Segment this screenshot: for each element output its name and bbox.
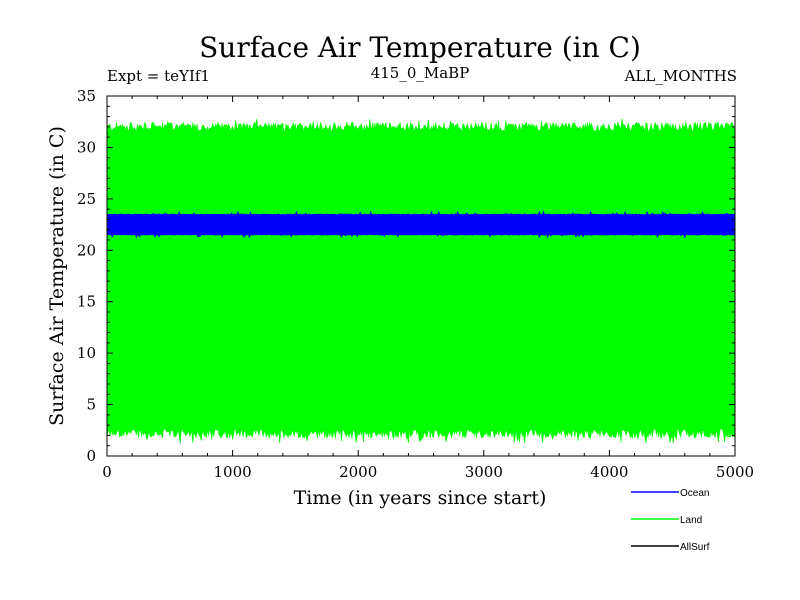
x-tick-label: 0 xyxy=(102,463,112,481)
legend-label-ocean: Ocean xyxy=(680,488,709,499)
x-axis-label: Time (in years since start) xyxy=(294,487,547,509)
y-tick-label: 25 xyxy=(77,190,96,208)
y-tick-label: 30 xyxy=(77,138,96,156)
subtitle-right: ALL_MONTHS xyxy=(624,67,737,85)
y-tick-label: 35 xyxy=(77,87,96,105)
y-tick-label: 10 xyxy=(77,344,96,362)
series-ocean-trace xyxy=(106,210,736,239)
axes: 0 1000 2000 3000 4000 5000 0 5 10 15 20 25 30 35 xyxy=(77,87,754,481)
x-tick-label: 3000 xyxy=(465,463,503,481)
x-tick-label: 5000 xyxy=(716,463,754,481)
y-tick-label: 5 xyxy=(86,396,96,414)
legend: Ocean Land AllSurf xyxy=(631,488,710,553)
chart-title: Surface Air Temperature (in C) xyxy=(199,31,641,64)
x-tick-label: 4000 xyxy=(590,463,628,481)
y-tick-label: 15 xyxy=(77,293,96,311)
subtitle-center: 415_0_MaBP xyxy=(371,64,470,82)
y-axis-label: Surface Air Temperature (in C) xyxy=(46,126,68,426)
plot-frame xyxy=(106,95,736,457)
legend-label-allsurf: AllSurf xyxy=(680,542,710,553)
series-land-trace xyxy=(106,118,736,444)
x-tick-label: 2000 xyxy=(339,463,377,481)
plot-area xyxy=(106,118,736,444)
x-tick-label: 1000 xyxy=(214,463,252,481)
legend-label-land: Land xyxy=(680,515,702,526)
y-tick-label: 0 xyxy=(86,447,96,465)
y-tick-label: 20 xyxy=(77,241,96,259)
subtitle-left: Expt = teYIf1 xyxy=(107,67,210,85)
